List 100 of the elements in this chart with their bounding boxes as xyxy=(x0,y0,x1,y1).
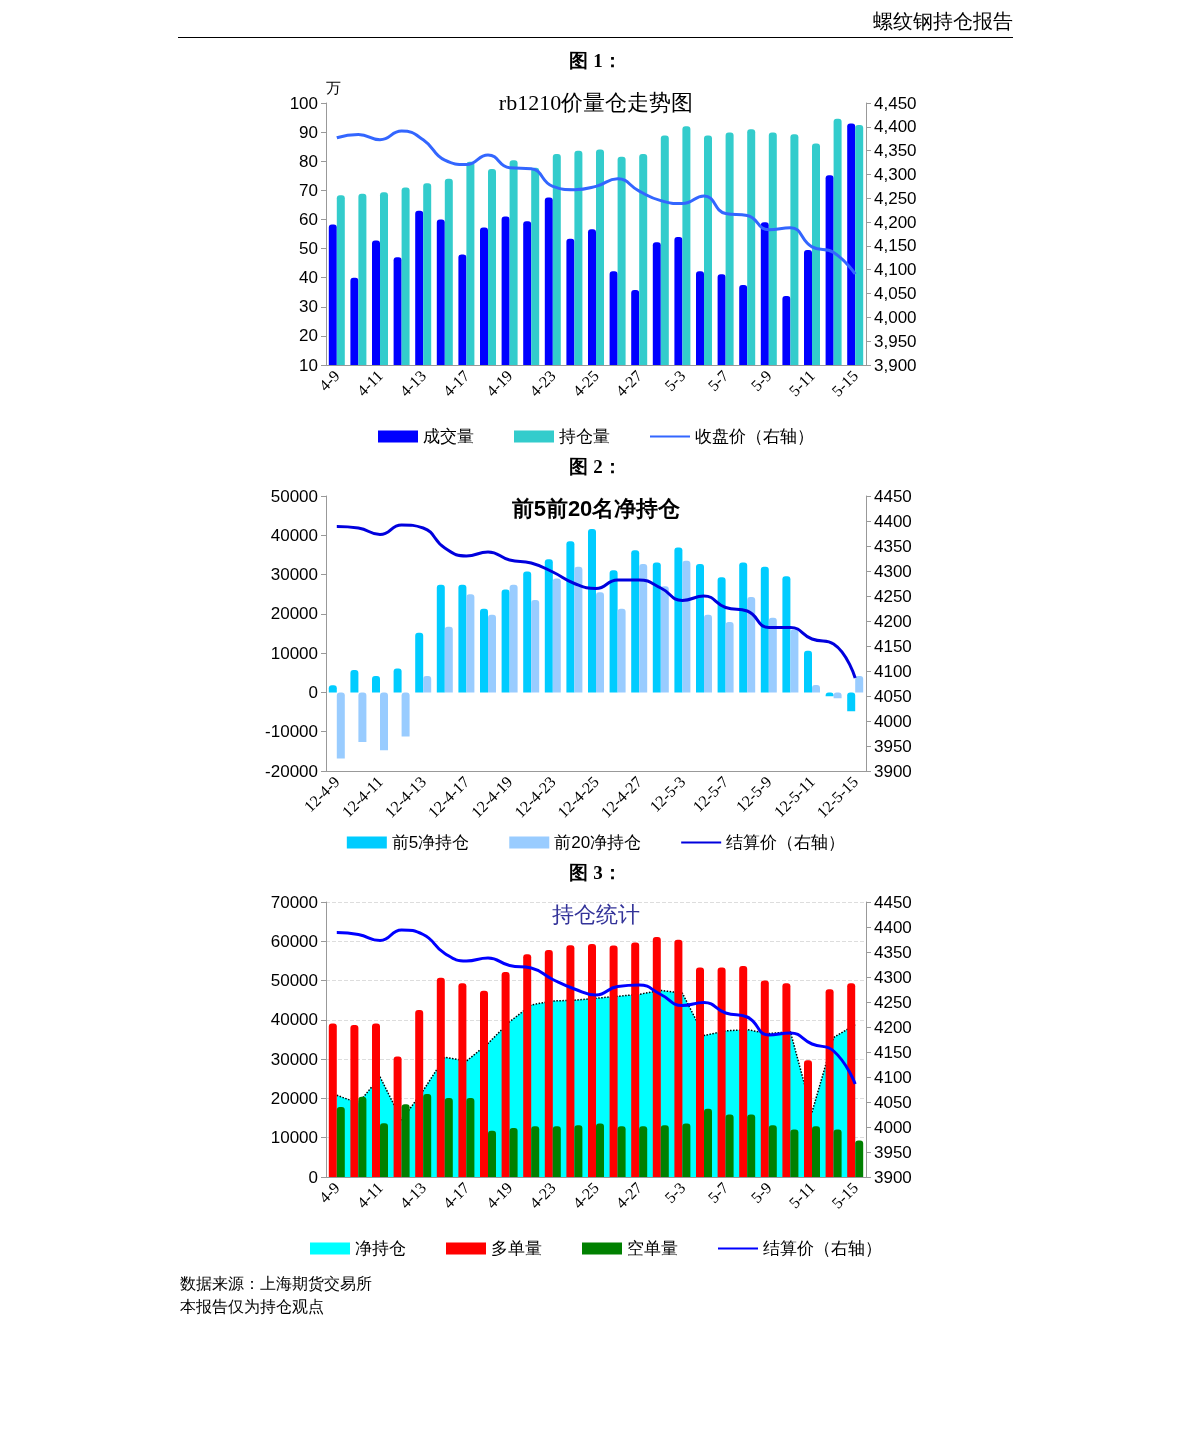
x-tick-label: 5-3 xyxy=(660,366,688,395)
x-tick-label: 5-7 xyxy=(704,366,732,395)
bar xyxy=(349,670,358,693)
bar xyxy=(703,1108,712,1177)
bar xyxy=(738,562,747,693)
y-tick-label: 20000 xyxy=(270,1088,318,1108)
legend-label: 净持仓 xyxy=(354,1239,406,1258)
y2-tick-label: 4,400 xyxy=(873,117,917,137)
bar xyxy=(630,550,639,693)
y2-tick-label: 4400 xyxy=(873,511,912,531)
bar xyxy=(768,617,777,693)
bar xyxy=(760,566,769,693)
legend-label: 收盘价（右轴） xyxy=(694,427,814,446)
bar xyxy=(681,560,690,693)
y-tick-label: 30000 xyxy=(270,565,318,585)
bar xyxy=(336,692,345,759)
bar xyxy=(479,990,488,1177)
x-tick-label: 4-11 xyxy=(353,366,386,400)
bar xyxy=(660,1125,669,1177)
bar xyxy=(803,650,812,693)
bar xyxy=(457,983,466,1177)
bar xyxy=(393,1056,402,1177)
y2-tick-label: 4050 xyxy=(873,1092,912,1112)
text: 本报告仅为持仓观点 xyxy=(180,1297,325,1317)
bar xyxy=(609,570,618,693)
x-tick-label: 4-11 xyxy=(353,1178,386,1212)
bar xyxy=(357,1096,366,1177)
y2-tick-label: 4100 xyxy=(873,1067,912,1087)
bar xyxy=(660,586,669,693)
y2-tick-label: 4,450 xyxy=(873,93,917,113)
caption: 图 2： xyxy=(568,455,623,479)
bar xyxy=(465,594,474,693)
y-tick-label: 90 xyxy=(298,122,318,142)
bar xyxy=(522,571,531,693)
caption: 图 1： xyxy=(568,49,623,73)
bar xyxy=(522,954,531,1177)
bar xyxy=(695,967,704,1177)
y-tick-label: 50 xyxy=(298,239,318,259)
bar xyxy=(444,1098,453,1177)
bar xyxy=(487,614,496,693)
bar xyxy=(544,559,553,693)
y2-tick-label: 4,250 xyxy=(873,188,917,208)
y-tick-label: 30000 xyxy=(270,1049,318,1069)
bar xyxy=(725,1114,734,1177)
bar xyxy=(401,1104,410,1177)
bar xyxy=(673,939,682,1177)
bar xyxy=(357,692,366,742)
y2-tick-label: 4200 xyxy=(873,1017,912,1037)
source-note: 数据来源：上海期货交易所 xyxy=(180,1274,373,1294)
y2-tick-label: 4,000 xyxy=(873,307,917,327)
y2-tick-label: 4,150 xyxy=(873,236,917,256)
y2-tick-label: 4,350 xyxy=(873,141,917,161)
line-series xyxy=(334,523,857,680)
line-series xyxy=(334,129,857,276)
y-tick-label: 40000 xyxy=(270,525,318,545)
bar xyxy=(436,977,445,1177)
y2-tick-label: 4300 xyxy=(873,967,912,987)
y-tick-label: 50000 xyxy=(270,971,318,991)
bar xyxy=(681,1123,690,1177)
x-tick-label: 4-23 xyxy=(525,1178,559,1212)
legend-label: 结算价（右轴） xyxy=(725,833,845,852)
bar xyxy=(638,563,647,693)
y2-tick-label: 3900 xyxy=(873,1167,912,1187)
bar xyxy=(544,949,553,1177)
bar xyxy=(846,692,855,712)
x-tick-label: 5-9 xyxy=(747,366,775,395)
bar xyxy=(609,945,618,1177)
y2-tick-label: 4,200 xyxy=(873,212,917,232)
legend-label: 结算价（右轴） xyxy=(762,1239,882,1258)
legend-label: 前20净持仓 xyxy=(553,833,641,852)
y2-tick-label: 4350 xyxy=(873,942,912,962)
bar xyxy=(501,589,510,693)
y-tick-label: 60 xyxy=(298,209,318,229)
x-tick-label: 5-11 xyxy=(785,366,818,400)
bar xyxy=(768,1125,777,1177)
bar xyxy=(422,675,431,693)
bar xyxy=(573,1125,582,1177)
bar xyxy=(803,1060,812,1177)
bar xyxy=(457,584,466,693)
bar xyxy=(854,675,863,693)
bar xyxy=(379,1123,388,1177)
y-axis-title: 万 xyxy=(325,79,341,96)
x-tick-label: 4-17 xyxy=(439,366,472,400)
legend-label: 前5净持仓 xyxy=(391,833,469,852)
x-tick-label: 4-27 xyxy=(611,366,645,400)
caption: 图 3： xyxy=(568,861,623,885)
y2-tick-label: 3950 xyxy=(873,1142,912,1162)
bar xyxy=(379,692,388,751)
bar xyxy=(746,1114,755,1177)
legend-label: 空单量 xyxy=(626,1239,678,1258)
bar xyxy=(652,562,661,693)
y2-tick-label: 3,900 xyxy=(873,355,917,375)
bar xyxy=(509,1127,518,1177)
y-tick-label: 60000 xyxy=(270,931,318,951)
y-tick-label: 10000 xyxy=(270,643,318,663)
bar xyxy=(617,1126,626,1177)
bar xyxy=(552,578,561,693)
y-tick-label: -10000 xyxy=(264,722,318,742)
bar xyxy=(565,945,574,1177)
y-tick-label: -20000 xyxy=(264,761,318,781)
